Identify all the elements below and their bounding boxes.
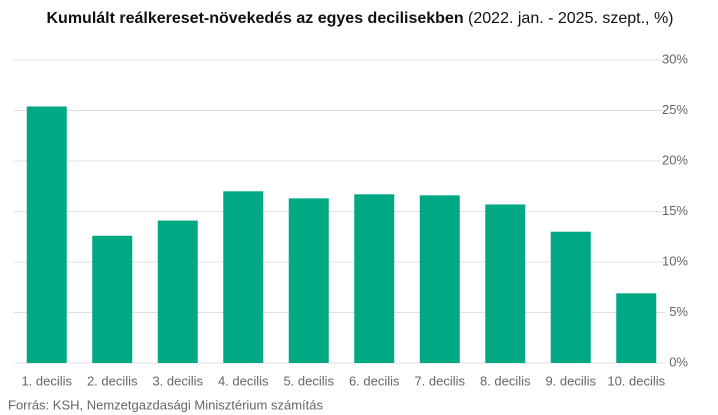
bar xyxy=(419,195,460,363)
y-tick-label: 30% xyxy=(662,51,688,66)
bar xyxy=(26,106,67,364)
x-tick-label: 10. decilis xyxy=(607,373,665,388)
y-tick-label: 10% xyxy=(662,253,688,268)
y-tick-label: 15% xyxy=(662,203,688,218)
y-tick-label: 0% xyxy=(669,354,688,369)
x-tick-label: 9. decilis xyxy=(545,373,596,388)
x-tick-label: 3. decilis xyxy=(152,373,203,388)
bar xyxy=(354,194,395,363)
x-tick-label: 4. decilis xyxy=(218,373,269,388)
chart-title: Kumulált reálkereset-növekedés az egyes … xyxy=(46,10,464,27)
x-tick-label: 1. decilis xyxy=(21,373,72,388)
y-tick-label: 25% xyxy=(662,102,688,117)
bar xyxy=(223,191,264,363)
x-tick-label: 7. decilis xyxy=(414,373,465,388)
y-tick-label: 20% xyxy=(662,152,688,167)
bar xyxy=(485,204,526,363)
x-tick-label: 2. decilis xyxy=(87,373,138,388)
x-tick-label: 8. decilis xyxy=(480,373,531,388)
bar xyxy=(550,231,591,363)
bar xyxy=(92,235,133,363)
bar xyxy=(157,220,198,363)
y-tick-label: 5% xyxy=(669,304,688,319)
x-tick-label: 6. decilis xyxy=(349,373,400,388)
chart-subtitle: (2022. jan. - 2025. szept., %) xyxy=(468,10,674,27)
x-tick-label: 5. decilis xyxy=(283,373,334,388)
bar xyxy=(616,293,657,363)
source: Forrás: KSH, Nemzetgazdasági Minisztériu… xyxy=(8,397,323,412)
bar xyxy=(288,198,329,363)
chart-title-block: Kumulált reálkereset-növekedés az egyes … xyxy=(40,8,680,30)
